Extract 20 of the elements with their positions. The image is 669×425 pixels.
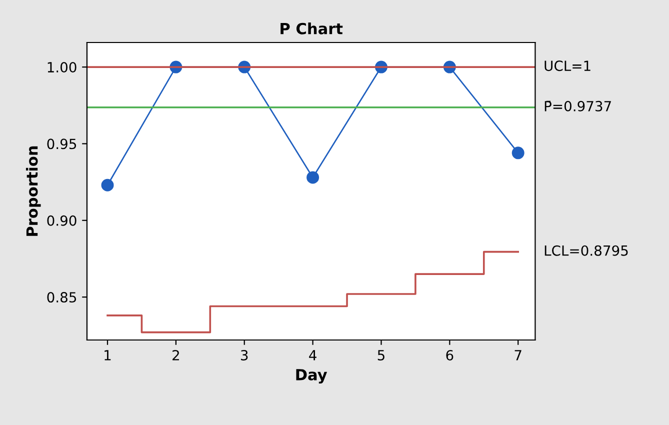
x-tick-label: 3 [241, 350, 248, 360]
x-tick-label: 1 [104, 350, 111, 360]
x-tick-label: 6 [446, 350, 454, 360]
x-tick-label: 4 [309, 350, 316, 360]
ref-line-label: UCL=1 [544, 60, 590, 72]
x-tick-label: 5 [378, 350, 384, 360]
point [306, 171, 320, 184]
y-tick-label: 0.95 [47, 138, 76, 150]
x-tick-label: 2 [172, 350, 179, 360]
series-label: LCL=0.8795 [544, 245, 628, 256]
x-tick-label: 7 [514, 350, 522, 360]
y-axis-title: Proportion [26, 146, 41, 236]
point [512, 146, 524, 160]
y-tick-label: 1.00 [48, 62, 76, 73]
y-tick-label: 0.90 [47, 215, 76, 226]
x-axis-title: Day [296, 369, 328, 384]
point [101, 178, 114, 192]
ref-line-label: P̄=0.9737 [544, 100, 611, 112]
y-tick-label: 0.85 [47, 292, 76, 303]
chart-title: P Chart [280, 22, 343, 34]
